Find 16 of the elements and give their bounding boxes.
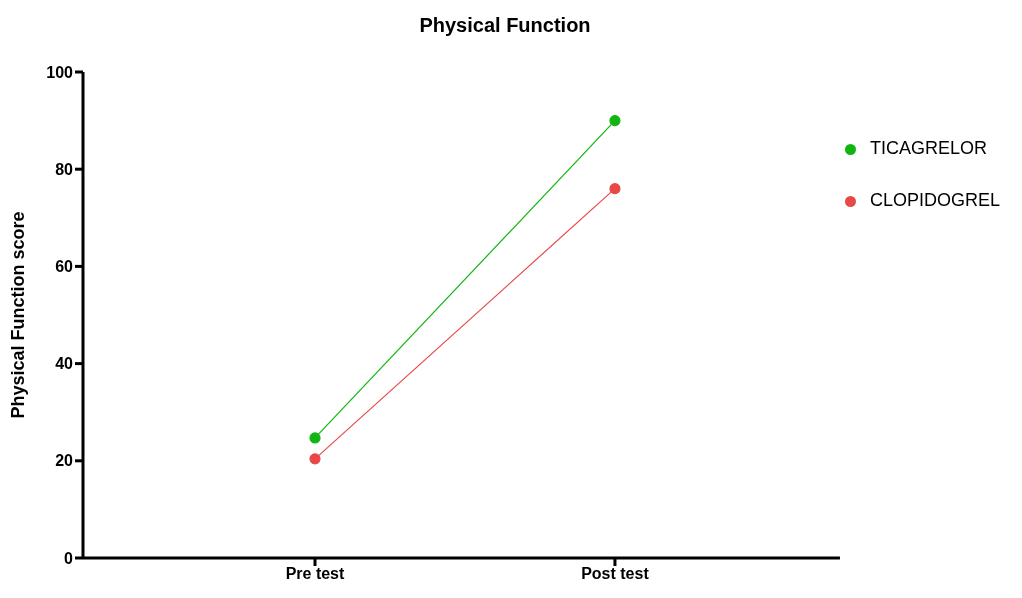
- point: [309, 453, 321, 465]
- x-tick-label: Pre test: [285, 565, 346, 583]
- y-tick-label: 40: [55, 355, 74, 373]
- legend-label: CLOPIDOGREL: [869, 190, 1000, 210]
- y-tick-label: 100: [46, 63, 74, 81]
- y-axis-title: Physical Function score: [8, 211, 29, 419]
- chart-title: Physical Function: [418, 14, 592, 37]
- y-tick-label: 20: [55, 452, 74, 470]
- legend-label: TICAGRELOR: [869, 138, 987, 158]
- point: [309, 432, 321, 444]
- y-tick-label: 0: [64, 549, 74, 567]
- y-tick-label: 60: [55, 258, 74, 276]
- y-tick-label: 80: [55, 160, 74, 178]
- point: [609, 183, 621, 195]
- point: [609, 115, 621, 127]
- x-tick-label: Post test: [581, 565, 650, 583]
